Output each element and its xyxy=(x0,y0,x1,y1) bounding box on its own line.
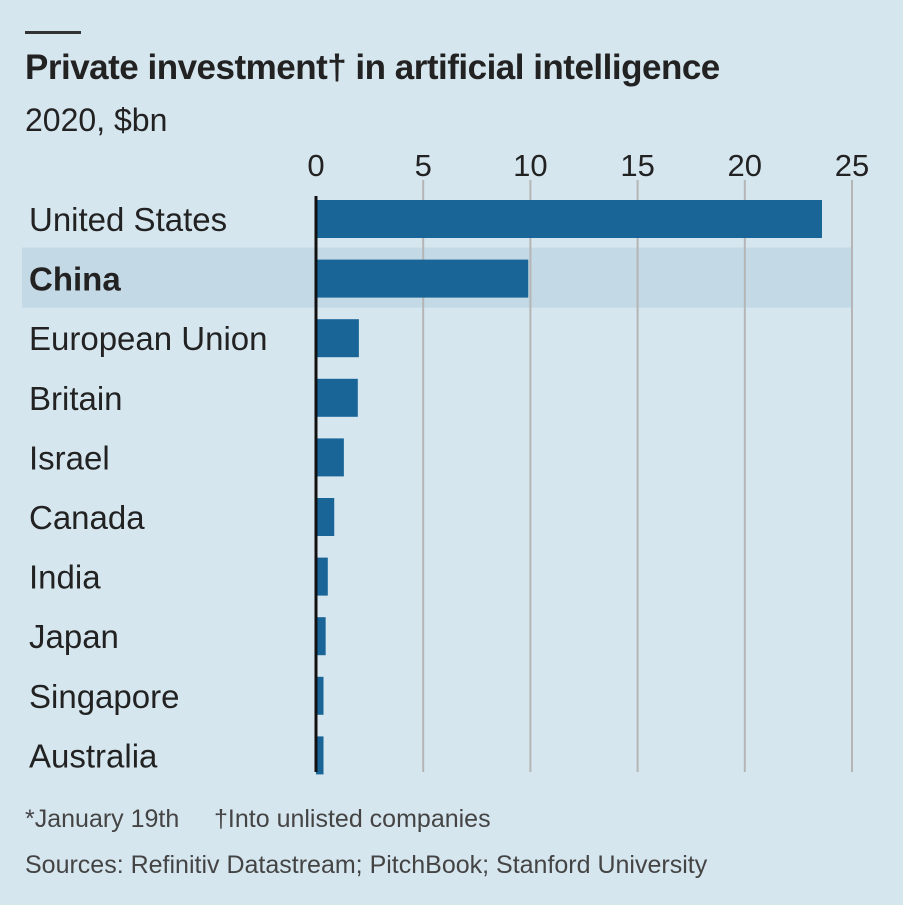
category-label: Canada xyxy=(29,499,145,536)
x-tick-label: 5 xyxy=(415,148,432,183)
chart-subtitle: 2020, $bn xyxy=(25,102,168,138)
bar-israel xyxy=(316,438,344,477)
footnote-asterisk: *January 19th xyxy=(25,805,180,833)
sources: Sources: Refinitiv Datastream; PitchBook… xyxy=(25,851,708,879)
category-label: China xyxy=(29,261,121,298)
bar-japan xyxy=(316,617,326,656)
category-label: Japan xyxy=(29,618,119,655)
category-label: Australia xyxy=(29,737,158,774)
category-label: Singapore xyxy=(29,678,179,715)
header-rule xyxy=(25,31,81,34)
x-tick-label: 20 xyxy=(728,148,762,183)
bar-canada xyxy=(316,498,335,536)
bar-britain xyxy=(316,378,358,417)
footnote-dagger: †Into unlisted companies xyxy=(214,805,491,833)
x-tick-label: 15 xyxy=(620,148,654,183)
category-label: United States xyxy=(29,201,227,238)
bar-united-states xyxy=(316,200,822,238)
bar-australia xyxy=(316,736,324,775)
x-tick-label: 25 xyxy=(835,148,869,183)
footnote-line: *January 19th †Into unlisted companies xyxy=(25,805,491,834)
chart-title: Private investment† in artificial intell… xyxy=(25,48,720,87)
category-label: Israel xyxy=(29,439,110,476)
category-label: Britain xyxy=(29,380,123,417)
x-tick-label: 10 xyxy=(513,148,547,183)
bar-european-union xyxy=(316,319,359,358)
x-tick-label: 0 xyxy=(307,148,324,183)
category-label: India xyxy=(29,559,101,596)
bar-india xyxy=(316,557,328,596)
category-label: European Union xyxy=(29,320,268,357)
bar-china xyxy=(316,259,529,298)
bar-singapore xyxy=(316,676,324,715)
